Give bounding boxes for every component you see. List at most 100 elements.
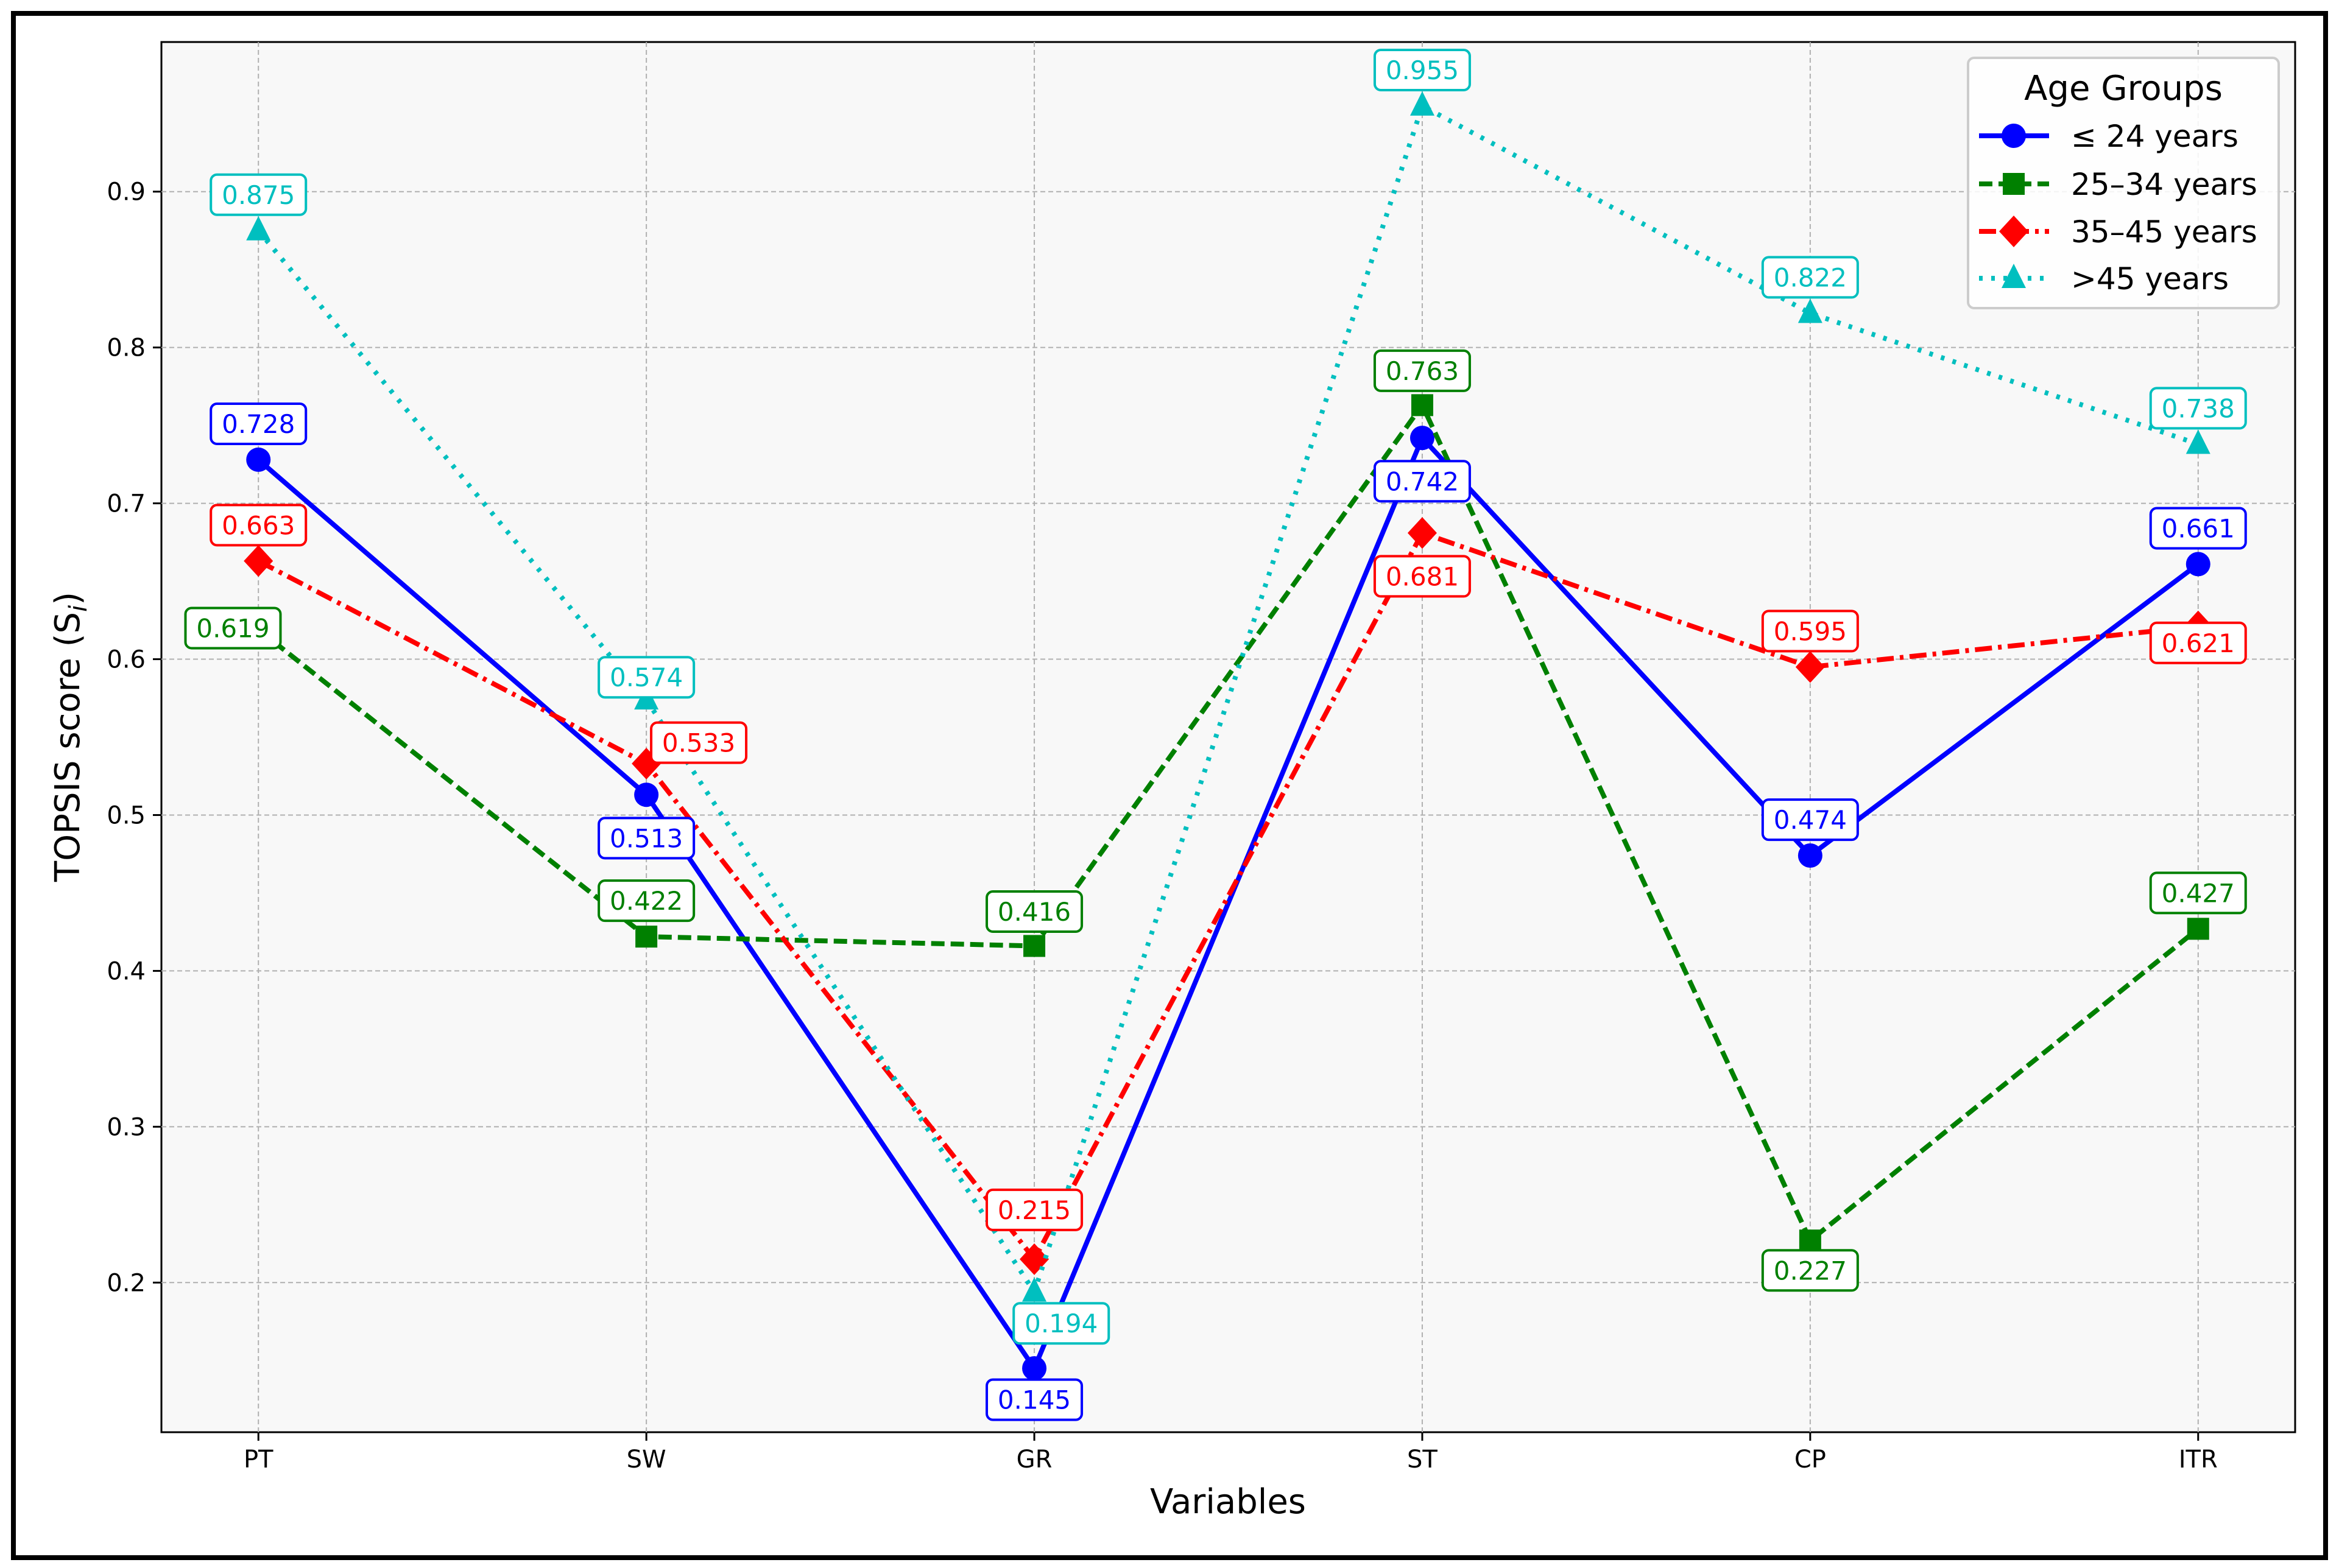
triangle-marker [2186,429,2210,454]
series-line [256,400,2200,1245]
data-label-box [1761,610,1859,653]
data-label-box [184,606,282,650]
diamond-marker [1795,651,1825,683]
x-tick-label: CP [1794,1446,1826,1474]
y-tick-label: 0.9 [107,178,146,206]
square-marker [1023,935,1046,957]
data-label-text: 0.513 [610,823,683,853]
data-label: 0.215 [986,1188,1084,1231]
y-tick-label: 0.8 [107,334,146,362]
axis-ticks: PT SW GR ST CP ITR 0.2 0.3 0.4 0.5 0.6 0.7 0.8 0.9 [107,178,2217,1474]
grid-lines [161,42,2295,1432]
data-label-box [210,504,308,547]
y-tick-label: 0.3 [107,1113,146,1141]
data-label-text: 0.227 [1774,1256,1847,1285]
data-label-text: 0.416 [998,897,1071,927]
data-label-box [1373,460,1471,503]
y-tick-label: 0.2 [107,1269,146,1297]
data-labels: 0.728 0.513 0.145 0.742 0.474 0.661 0.619 0.422… [184,49,2247,1421]
data-label-box [986,890,1084,933]
data-label: 0.427 [2149,871,2247,915]
legend-entry-label: 35–45 years [2071,214,2257,250]
circle-marker [246,447,271,472]
data-label: 0.513 [598,817,696,860]
data-label-text: 0.215 [998,1195,1071,1225]
y-tick-label: 0.7 [107,490,146,518]
circle-marker [1022,1356,1047,1381]
data-label: 0.661 [2149,507,2247,550]
y-axis-label: TOPSIS score (Si) [48,592,93,882]
x-tick-label: GR [1017,1446,1053,1474]
data-label: 0.663 [210,504,308,547]
legend: Age Groups ≤ 24 years 25–34 years 35–45 ye… [1967,57,2280,309]
data-label-box [1012,1302,1110,1345]
legend-title: Age Groups [2024,69,2223,108]
data-label-text: 0.763 [1386,356,1459,386]
data-label: 0.621 [2149,621,2247,664]
data-label: 0.574 [598,656,696,699]
data-label-text: 0.738 [2162,393,2235,423]
y-tick-label: 0.4 [107,957,146,985]
data-label-box [1373,49,1471,92]
data-label-box [986,1188,1084,1231]
data-label-box [2149,621,2247,664]
data-label: 0.763 [1373,349,1471,392]
square-marker [635,926,658,948]
data-label: 0.422 [598,879,696,923]
data-label: 0.194 [1012,1302,1110,1345]
data-label: 0.738 [2149,387,2247,430]
triangle-marker [1022,1277,1047,1302]
diamond-marker [1999,216,2028,247]
legend-entry-label: ≤ 24 years [2071,119,2238,154]
data-label-box [1761,798,1859,842]
x-tick-label: ITR [2179,1446,2218,1474]
triangle-marker [2002,264,2026,288]
diamond-marker [1407,517,1437,549]
data-label-text: 0.663 [222,510,295,540]
legend-entry-label: >45 years [2071,261,2229,297]
data-label: 0.619 [184,606,282,650]
plot-area [160,41,2296,1433]
y-tick-label: 0.6 [107,646,146,674]
data-label: 0.742 [1373,460,1471,503]
square-marker [2003,173,2025,195]
data-label-text: 0.595 [1774,616,1847,646]
data-label-text: 0.681 [1386,561,1459,591]
data-label-text: 0.574 [610,663,683,692]
data-label: 0.955 [1373,49,1471,92]
data-label: 0.533 [650,721,748,764]
data-label: 0.822 [1761,256,1859,299]
data-label-text: 0.955 [1386,55,1459,85]
circle-marker [2002,124,2026,148]
data-label-text: 0.194 [1025,1309,1098,1338]
data-label-text: 0.742 [1386,466,1459,496]
data-label-text: 0.474 [1774,805,1847,835]
data-label-box [2149,507,2247,550]
triangle-marker [246,216,271,241]
diamond-marker [244,545,273,577]
square-marker [2187,918,2209,940]
x-tick-label: PT [244,1446,273,1474]
data-label-text: 0.621 [2162,628,2235,658]
legend-entry-label: 25–34 years [2071,167,2257,202]
data-label-text: 0.422 [610,886,683,916]
data-label-box [598,879,696,923]
data-label: 0.145 [986,1378,1084,1421]
data-label-box [210,173,308,216]
square-marker [1411,394,1433,417]
data-label: 0.681 [1373,555,1471,598]
data-label: 0.474 [1761,798,1859,842]
data-label-text: 0.875 [222,180,295,210]
data-label-box [598,656,696,699]
series-line [256,433,2200,1374]
y-tick-label: 0.5 [107,801,146,829]
circle-marker [1409,426,1434,451]
data-label-text: 0.533 [662,728,735,758]
data-label-box [650,721,748,764]
data-label-box [2149,871,2247,915]
data-label: 0.875 [210,173,308,216]
square-marker [1799,1229,1821,1252]
data-label: 0.595 [1761,610,1859,653]
data-label-text: 0.661 [2162,513,2235,543]
